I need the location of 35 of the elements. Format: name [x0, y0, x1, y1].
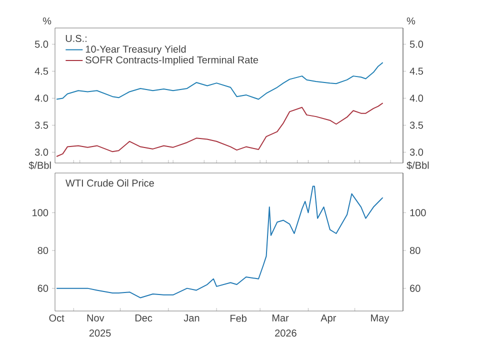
x-tick-label: Apr	[320, 314, 336, 324]
x-tick-label: May	[371, 314, 390, 324]
y2-axis-title: $/Bbl	[406, 161, 429, 170]
y-tick-label: 80	[38, 246, 48, 254]
chart-title: WTI Crude Oil Price	[66, 179, 154, 187]
y2-tick-label: 3.0	[410, 148, 424, 156]
y2-tick-label: 4.5	[410, 68, 424, 75]
x-tick-label: Dec	[135, 314, 152, 322]
y2-tick-label: 3.5	[410, 122, 424, 129]
y-tick-label: 5.0	[34, 40, 48, 48]
legend-title: U.S.:	[66, 34, 86, 42]
x-tick-label: Nov	[87, 314, 104, 322]
y-axis-title: $/Bbl	[28, 161, 51, 170]
y2-tick-label: 80	[410, 246, 420, 254]
y2-tick-label: 4.0	[410, 94, 424, 102]
line-series	[56, 102, 384, 158]
y2-axis-title: %	[406, 17, 416, 24]
legend-label: 10-Year Treasury Yield	[86, 45, 186, 55]
y-tick-label: 3.5	[34, 122, 48, 129]
y-tick-label: 4.5	[34, 68, 48, 75]
y2-tick-label: 60	[410, 284, 420, 292]
text: 2026	[275, 330, 296, 337]
y-tick-label: 100	[32, 209, 48, 216]
x-tick-label: Mar	[272, 314, 289, 322]
y2-tick-label: 100	[410, 209, 426, 216]
y2-tick-label: 5.0	[410, 40, 424, 48]
x-tick-label: Oct	[49, 314, 64, 322]
y-axis-title: %	[42, 17, 52, 24]
y-tick-label: 3.0	[34, 148, 48, 156]
legend-label: SOFR Contracts-Implied Terminal Rate	[86, 56, 258, 66]
y-tick-label: 60	[38, 284, 48, 292]
x-tick-label: Feb	[230, 314, 247, 322]
text: 2025	[89, 330, 111, 337]
y-tick-label: 4.0	[34, 94, 48, 102]
x-tick-label: Jan	[184, 314, 200, 322]
